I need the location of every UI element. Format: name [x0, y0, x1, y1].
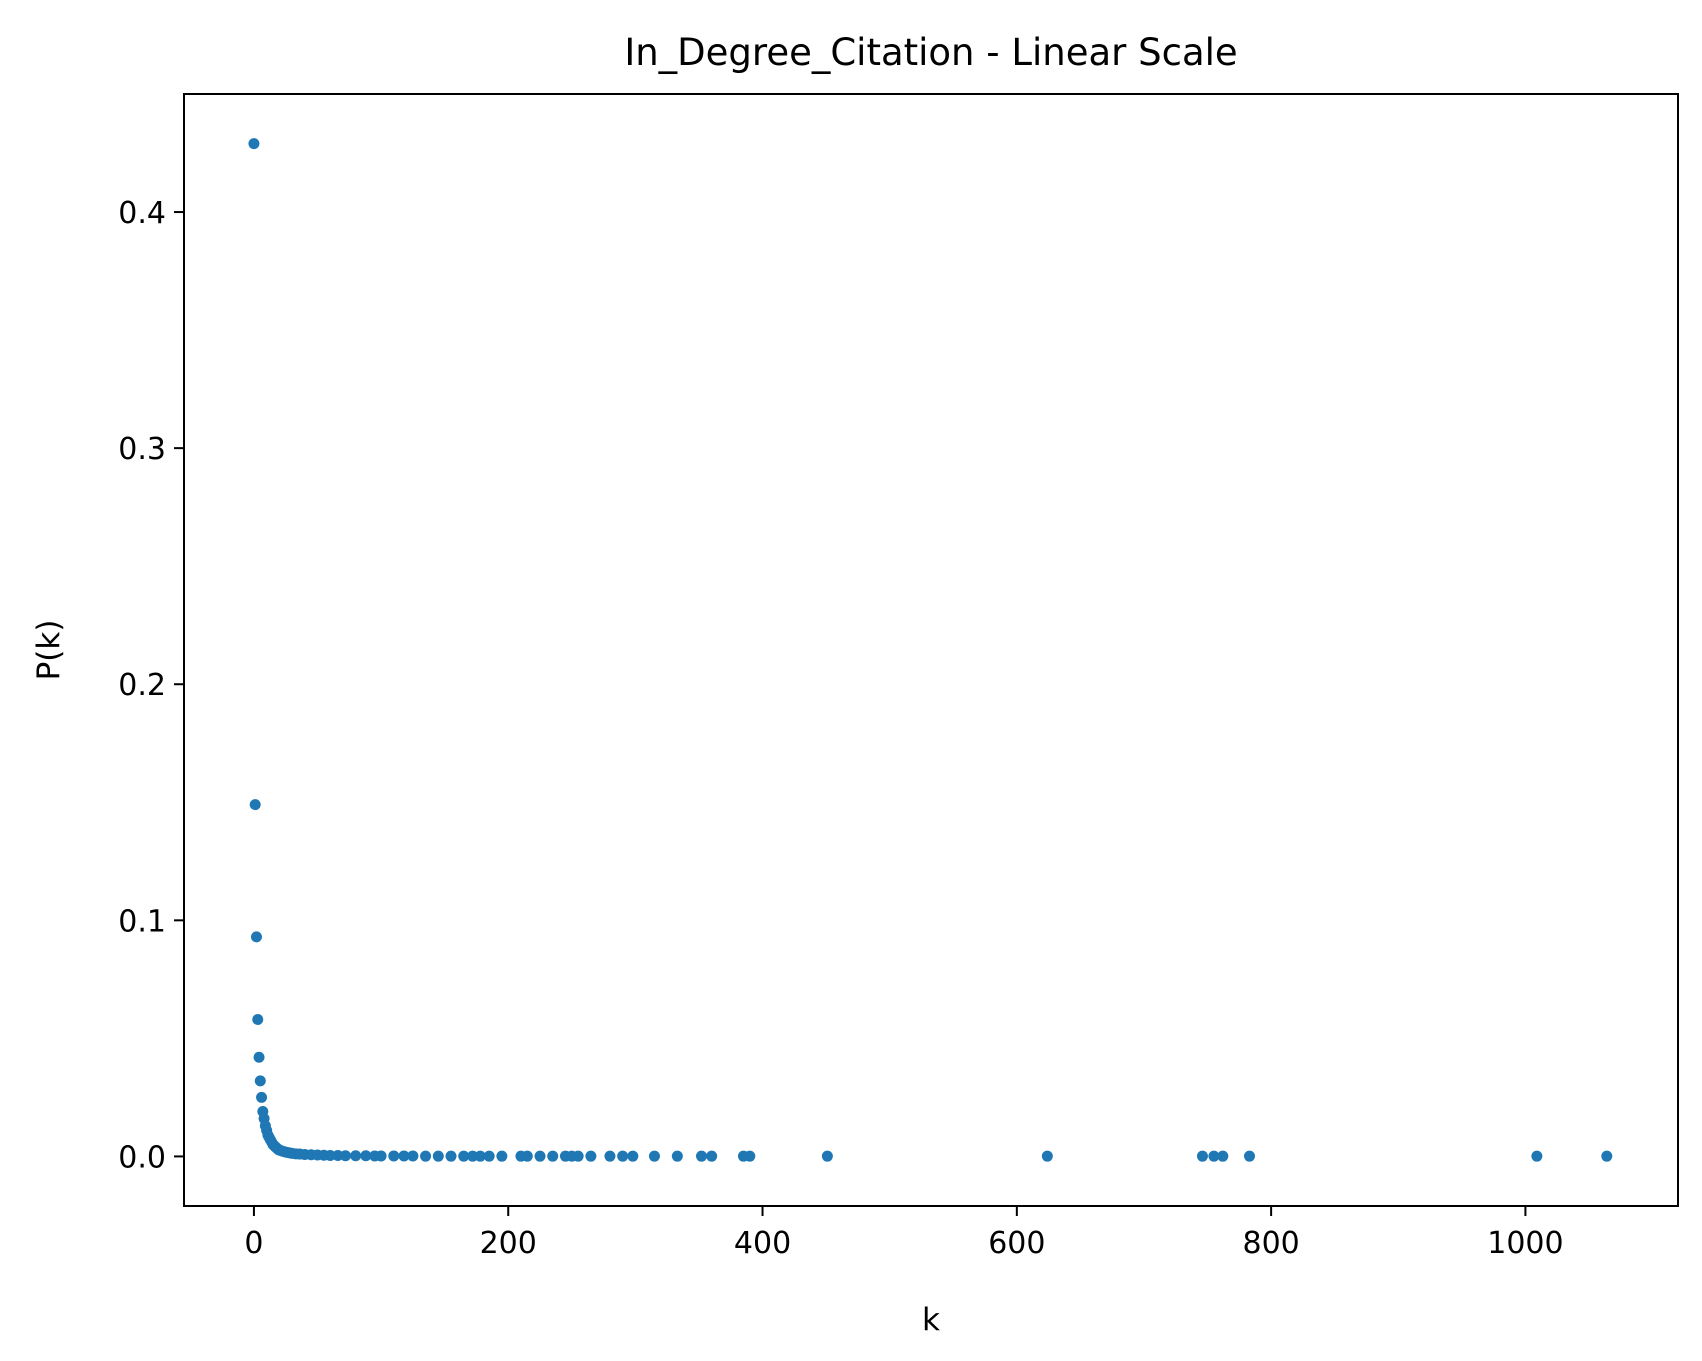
data-point — [445, 1150, 457, 1162]
data-point — [1208, 1150, 1220, 1162]
data-point — [360, 1150, 372, 1162]
data-point — [339, 1150, 351, 1162]
x-tick-label: 1000 — [1487, 1226, 1563, 1261]
chart-title: In_Degree_Citation - Linear Scale — [624, 31, 1237, 74]
data-point — [627, 1150, 639, 1162]
data-point — [671, 1150, 683, 1162]
data-point — [432, 1150, 444, 1162]
y-tick-label: 0.0 — [118, 1140, 166, 1175]
data-point — [604, 1150, 616, 1162]
x-tick-label: 800 — [1242, 1226, 1299, 1261]
data-point — [375, 1150, 387, 1162]
data-point — [1601, 1150, 1613, 1162]
data-point — [254, 1075, 266, 1087]
data-point — [696, 1150, 707, 1162]
data-point — [249, 799, 261, 811]
y-axis-title: P(k) — [31, 620, 67, 681]
data-point — [534, 1150, 546, 1162]
data-point — [252, 1013, 264, 1025]
data-point — [324, 1149, 336, 1161]
data-point — [496, 1150, 508, 1162]
data-points — [248, 138, 1613, 1162]
y-tick-label: 0.1 — [118, 904, 166, 939]
data-point — [407, 1150, 419, 1162]
data-point — [474, 1150, 486, 1162]
data-point — [585, 1150, 597, 1162]
data-point — [617, 1150, 629, 1162]
axis-ticks: 0 200 400 600 800 1000 0.0 0.1 0.2 0.3 0.4 — [118, 196, 1563, 1261]
data-point — [420, 1150, 432, 1162]
data-point — [398, 1150, 410, 1162]
plot-frame — [183, 93, 1679, 1207]
data-point — [1217, 1150, 1229, 1162]
data-point — [572, 1150, 584, 1162]
data-point — [250, 931, 262, 943]
data-point — [744, 1150, 756, 1162]
x-tick-label: 600 — [988, 1226, 1045, 1261]
x-tick-label: 400 — [734, 1226, 791, 1261]
data-point — [547, 1150, 559, 1162]
data-point — [1196, 1150, 1208, 1162]
x-axis-title: k — [922, 1302, 940, 1338]
data-point — [388, 1150, 400, 1162]
data-point — [256, 1091, 268, 1103]
x-tick-label: 0 — [244, 1226, 263, 1261]
data-point — [483, 1150, 495, 1162]
data-point — [350, 1150, 362, 1162]
data-point — [648, 1150, 660, 1162]
data-point — [521, 1150, 533, 1162]
data-point — [248, 138, 260, 150]
data-point — [821, 1150, 833, 1162]
y-tick-label: 0.2 — [118, 668, 166, 703]
data-point — [1244, 1150, 1256, 1162]
y-tick-label: 0.3 — [118, 432, 166, 467]
data-point — [706, 1150, 718, 1162]
data-point — [467, 1150, 479, 1162]
data-point — [1531, 1150, 1543, 1162]
data-point — [253, 1051, 265, 1063]
data-point — [1041, 1150, 1053, 1162]
data-point — [458, 1150, 470, 1162]
x-tick-label: 200 — [480, 1226, 537, 1261]
y-tick-label: 0.4 — [118, 196, 166, 231]
